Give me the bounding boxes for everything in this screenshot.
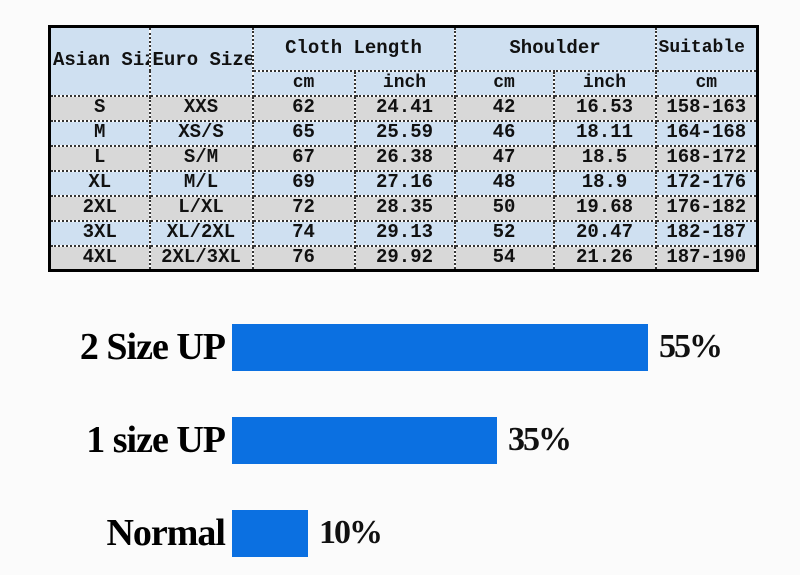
cell-cloth-cm: 67 xyxy=(251,144,356,172)
cell-asian-size: XL xyxy=(48,169,151,197)
header-asian-size: Asian Size xyxy=(48,25,151,97)
bar-label: Normal xyxy=(106,512,226,554)
cell-asian-size: 2XL xyxy=(48,194,151,222)
table-row: 3XL XL/2XL 74 29.13 52 20.47 182-187 xyxy=(48,219,759,247)
table-row: XL M/L 69 27.16 48 18.9 172-176 xyxy=(48,169,759,197)
unit-cloth-inch: inch xyxy=(353,69,456,97)
cell-suitable-height: 187-190 xyxy=(654,244,759,272)
cell-asian-size: L xyxy=(48,144,151,172)
cell-shoulder-cm: 50 xyxy=(453,194,555,222)
size-table: Asian Size Euro Size Cloth Length Should… xyxy=(48,25,760,272)
cell-cloth-inch: 26.38 xyxy=(353,144,456,172)
cell-cloth-inch: 28.35 xyxy=(353,194,456,222)
cell-asian-size: 3XL xyxy=(48,219,151,247)
bar-1-size-up xyxy=(232,416,497,464)
cell-shoulder-inch: 16.53 xyxy=(552,94,657,122)
bar-label: 1 size UP xyxy=(86,419,226,461)
bar-value: 35% xyxy=(508,421,572,458)
bar-value: 10% xyxy=(319,514,383,551)
cell-cloth-cm: 76 xyxy=(251,244,356,272)
cell-cloth-inch: 29.13 xyxy=(353,219,456,247)
cell-shoulder-cm: 54 xyxy=(453,244,555,272)
size-up-bar-chart: 2 Size UP 55% 1 size UP 35% Normal 10% xyxy=(0,305,800,575)
cell-cloth-cm: 62 xyxy=(251,94,356,122)
unit-shoulder-inch: inch xyxy=(552,69,657,97)
cell-shoulder-inch: 19.68 xyxy=(552,194,657,222)
cell-cloth-cm: 72 xyxy=(251,194,356,222)
bar-label: 2 Size UP xyxy=(79,326,226,368)
cell-shoulder-cm: 52 xyxy=(453,219,555,247)
cell-suitable-height: 172-176 xyxy=(654,169,759,197)
size-chart-table: Asian Size Euro Size Cloth Length Should… xyxy=(48,25,760,272)
table-row: S XXS 62 24.41 42 16.53 158-163 xyxy=(48,94,759,122)
cell-suitable-height: 176-182 xyxy=(654,194,759,222)
cell-shoulder-cm: 47 xyxy=(453,144,555,172)
cell-euro-size: XXS xyxy=(148,94,254,122)
cell-euro-size: XS/S xyxy=(148,119,254,147)
cell-shoulder-cm: 42 xyxy=(453,94,555,122)
cell-asian-size: 4XL xyxy=(48,244,151,272)
cell-shoulder-inch: 20.47 xyxy=(552,219,657,247)
cell-shoulder-inch: 18.11 xyxy=(552,119,657,147)
cell-suitable-height: 158-163 xyxy=(654,94,759,122)
cell-asian-size: S xyxy=(48,94,151,122)
cell-euro-size: 2XL/3XL xyxy=(148,244,254,272)
cell-cloth-inch: 27.16 xyxy=(353,169,456,197)
table-row: M XS/S 65 25.59 46 18.11 164-168 xyxy=(48,119,759,147)
cell-cloth-cm: 65 xyxy=(251,119,356,147)
bar-normal xyxy=(232,509,308,557)
header-euro-size: Euro Size xyxy=(148,25,254,97)
unit-shoulder-cm: cm xyxy=(453,69,555,97)
bar-row: Normal 10% xyxy=(0,508,383,558)
cell-euro-size: L/XL xyxy=(148,194,254,222)
bar-row: 2 Size UP 55% xyxy=(0,322,723,372)
table-row: 2XL L/XL 72 28.35 50 19.68 176-182 xyxy=(48,194,759,222)
cell-cloth-inch: 24.41 xyxy=(353,94,456,122)
cell-shoulder-inch: 21.26 xyxy=(552,244,657,272)
cell-shoulder-inch: 18.5 xyxy=(552,144,657,172)
unit-cloth-cm: cm xyxy=(251,69,356,97)
table-row: L S/M 67 26.38 47 18.5 168-172 xyxy=(48,144,759,172)
cell-suitable-height: 164-168 xyxy=(654,119,759,147)
table-row: 4XL 2XL/3XL 76 29.92 54 21.26 187-190 xyxy=(48,244,759,272)
cell-shoulder-inch: 18.9 xyxy=(552,169,657,197)
header-shoulder: Shoulder xyxy=(453,25,657,72)
cell-cloth-cm: 74 xyxy=(251,219,356,247)
cell-suitable-height: 182-187 xyxy=(654,219,759,247)
cell-shoulder-cm: 48 xyxy=(453,169,555,197)
bar-2-size-up xyxy=(232,323,648,371)
cell-suitable-height: 168-172 xyxy=(654,144,759,172)
cell-euro-size: XL/2XL xyxy=(148,219,254,247)
header-suitable-height: Suitable Height xyxy=(654,25,759,72)
cell-cloth-inch: 29.92 xyxy=(353,244,456,272)
bar-row: 1 size UP 35% xyxy=(0,415,572,465)
cell-shoulder-cm: 46 xyxy=(453,119,555,147)
cell-euro-size: M/L xyxy=(148,169,254,197)
cell-euro-size: S/M xyxy=(148,144,254,172)
unit-height-cm: cm xyxy=(654,69,759,97)
cell-cloth-cm: 69 xyxy=(251,169,356,197)
cell-cloth-inch: 25.59 xyxy=(353,119,456,147)
bar-value: 55% xyxy=(659,328,723,365)
cell-asian-size: M xyxy=(48,119,151,147)
header-cloth-length: Cloth Length xyxy=(251,25,456,72)
